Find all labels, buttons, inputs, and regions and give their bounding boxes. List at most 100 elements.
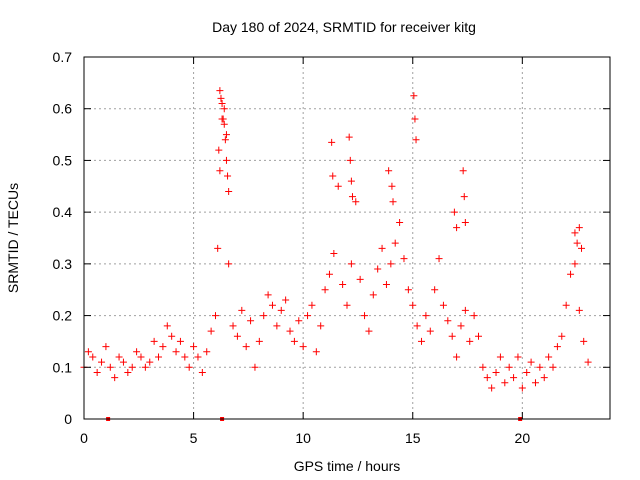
- data-point: [159, 343, 167, 351]
- data-point: [273, 322, 281, 330]
- data-point: [260, 312, 268, 320]
- data-point: [222, 131, 230, 139]
- data-point: [422, 312, 430, 320]
- data-point: [150, 337, 158, 345]
- data-point: [207, 327, 215, 335]
- data-point: [119, 358, 127, 366]
- data-point: [242, 343, 250, 351]
- data-point: [163, 322, 171, 330]
- data-point: [347, 260, 355, 268]
- data-point: [128, 363, 136, 371]
- data-point: [396, 218, 404, 226]
- data-point: [328, 138, 336, 146]
- data-point: [470, 312, 478, 320]
- data-point: [214, 244, 222, 252]
- x-tick-label: 5: [190, 430, 198, 446]
- data-point: [505, 363, 513, 371]
- data-point: [321, 286, 329, 294]
- data-point: [461, 218, 469, 226]
- y-tick-label: 0.4: [53, 204, 73, 220]
- data-point: [404, 286, 412, 294]
- data-point: [217, 94, 225, 102]
- y-tick-label: 0.3: [53, 256, 73, 272]
- data-point: [466, 337, 474, 345]
- data-point: [329, 172, 337, 180]
- data-point: [312, 348, 320, 356]
- data-point: [106, 363, 114, 371]
- data-point: [457, 322, 465, 330]
- gridlines: [84, 57, 610, 419]
- x-tick-label: 0: [80, 430, 88, 446]
- data-point: [400, 255, 408, 263]
- data-point: [185, 363, 193, 371]
- data-point: [531, 379, 539, 387]
- data-point: [295, 317, 303, 325]
- data-point: [317, 322, 325, 330]
- data-point: [224, 172, 232, 180]
- data-point: [238, 306, 246, 314]
- data-point: [216, 87, 224, 95]
- data-point: [461, 306, 469, 314]
- data-point: [523, 368, 531, 376]
- data-point: [176, 337, 184, 345]
- data-point: [479, 363, 487, 371]
- data-point: [578, 244, 586, 252]
- data-point: [426, 327, 434, 335]
- data-point: [330, 250, 338, 258]
- data-point: [435, 255, 443, 263]
- data-point: [111, 374, 119, 382]
- data-point: [431, 286, 439, 294]
- data-point: [378, 244, 386, 252]
- data-point: [255, 337, 263, 345]
- data-point: [221, 136, 229, 144]
- data-point: [339, 281, 347, 289]
- data-point: [382, 281, 390, 289]
- data-point: [527, 358, 535, 366]
- data-point: [133, 348, 141, 356]
- chart-title: Day 180 of 2024, SRMTID for receiver kit…: [212, 19, 476, 35]
- data-point: [411, 115, 419, 123]
- data-point: [268, 301, 276, 309]
- data-point: [115, 353, 123, 361]
- data-point: [98, 358, 106, 366]
- data-point: [346, 156, 354, 164]
- y-tick-label: 0.5: [53, 152, 73, 168]
- data-point: [389, 198, 397, 206]
- data-point: [190, 343, 198, 351]
- data-point: [575, 224, 583, 232]
- data-point: [448, 332, 456, 340]
- data-point: [222, 156, 230, 164]
- data-point: [518, 384, 526, 392]
- data-point: [575, 306, 583, 314]
- data-point: [492, 368, 500, 376]
- data-point: [141, 363, 149, 371]
- data-point: [247, 317, 255, 325]
- data-point: [84, 348, 92, 356]
- data-point: [514, 353, 522, 361]
- data-point: [553, 343, 561, 351]
- data-point: [345, 133, 353, 141]
- data-point: [325, 270, 333, 278]
- data-point: [409, 301, 417, 309]
- data-point: [334, 182, 342, 190]
- data-point: [536, 363, 544, 371]
- data-point: [571, 260, 579, 268]
- data-point: [89, 353, 97, 361]
- data-point: [412, 136, 420, 144]
- data-point: [352, 198, 360, 206]
- y-tick-label: 0: [64, 411, 72, 427]
- data-point: [229, 322, 237, 330]
- data-point: [347, 177, 355, 185]
- data-point: [220, 105, 228, 113]
- data-point: [418, 337, 426, 345]
- data-point: [545, 353, 553, 361]
- data-point: [124, 368, 132, 376]
- data-point: [168, 332, 176, 340]
- data-point: [155, 353, 163, 361]
- data-point: [510, 374, 518, 382]
- data-point: [540, 374, 548, 382]
- data-point: [203, 348, 211, 356]
- data-point: [215, 146, 223, 154]
- data-point: [385, 167, 393, 175]
- data-point: [233, 332, 241, 340]
